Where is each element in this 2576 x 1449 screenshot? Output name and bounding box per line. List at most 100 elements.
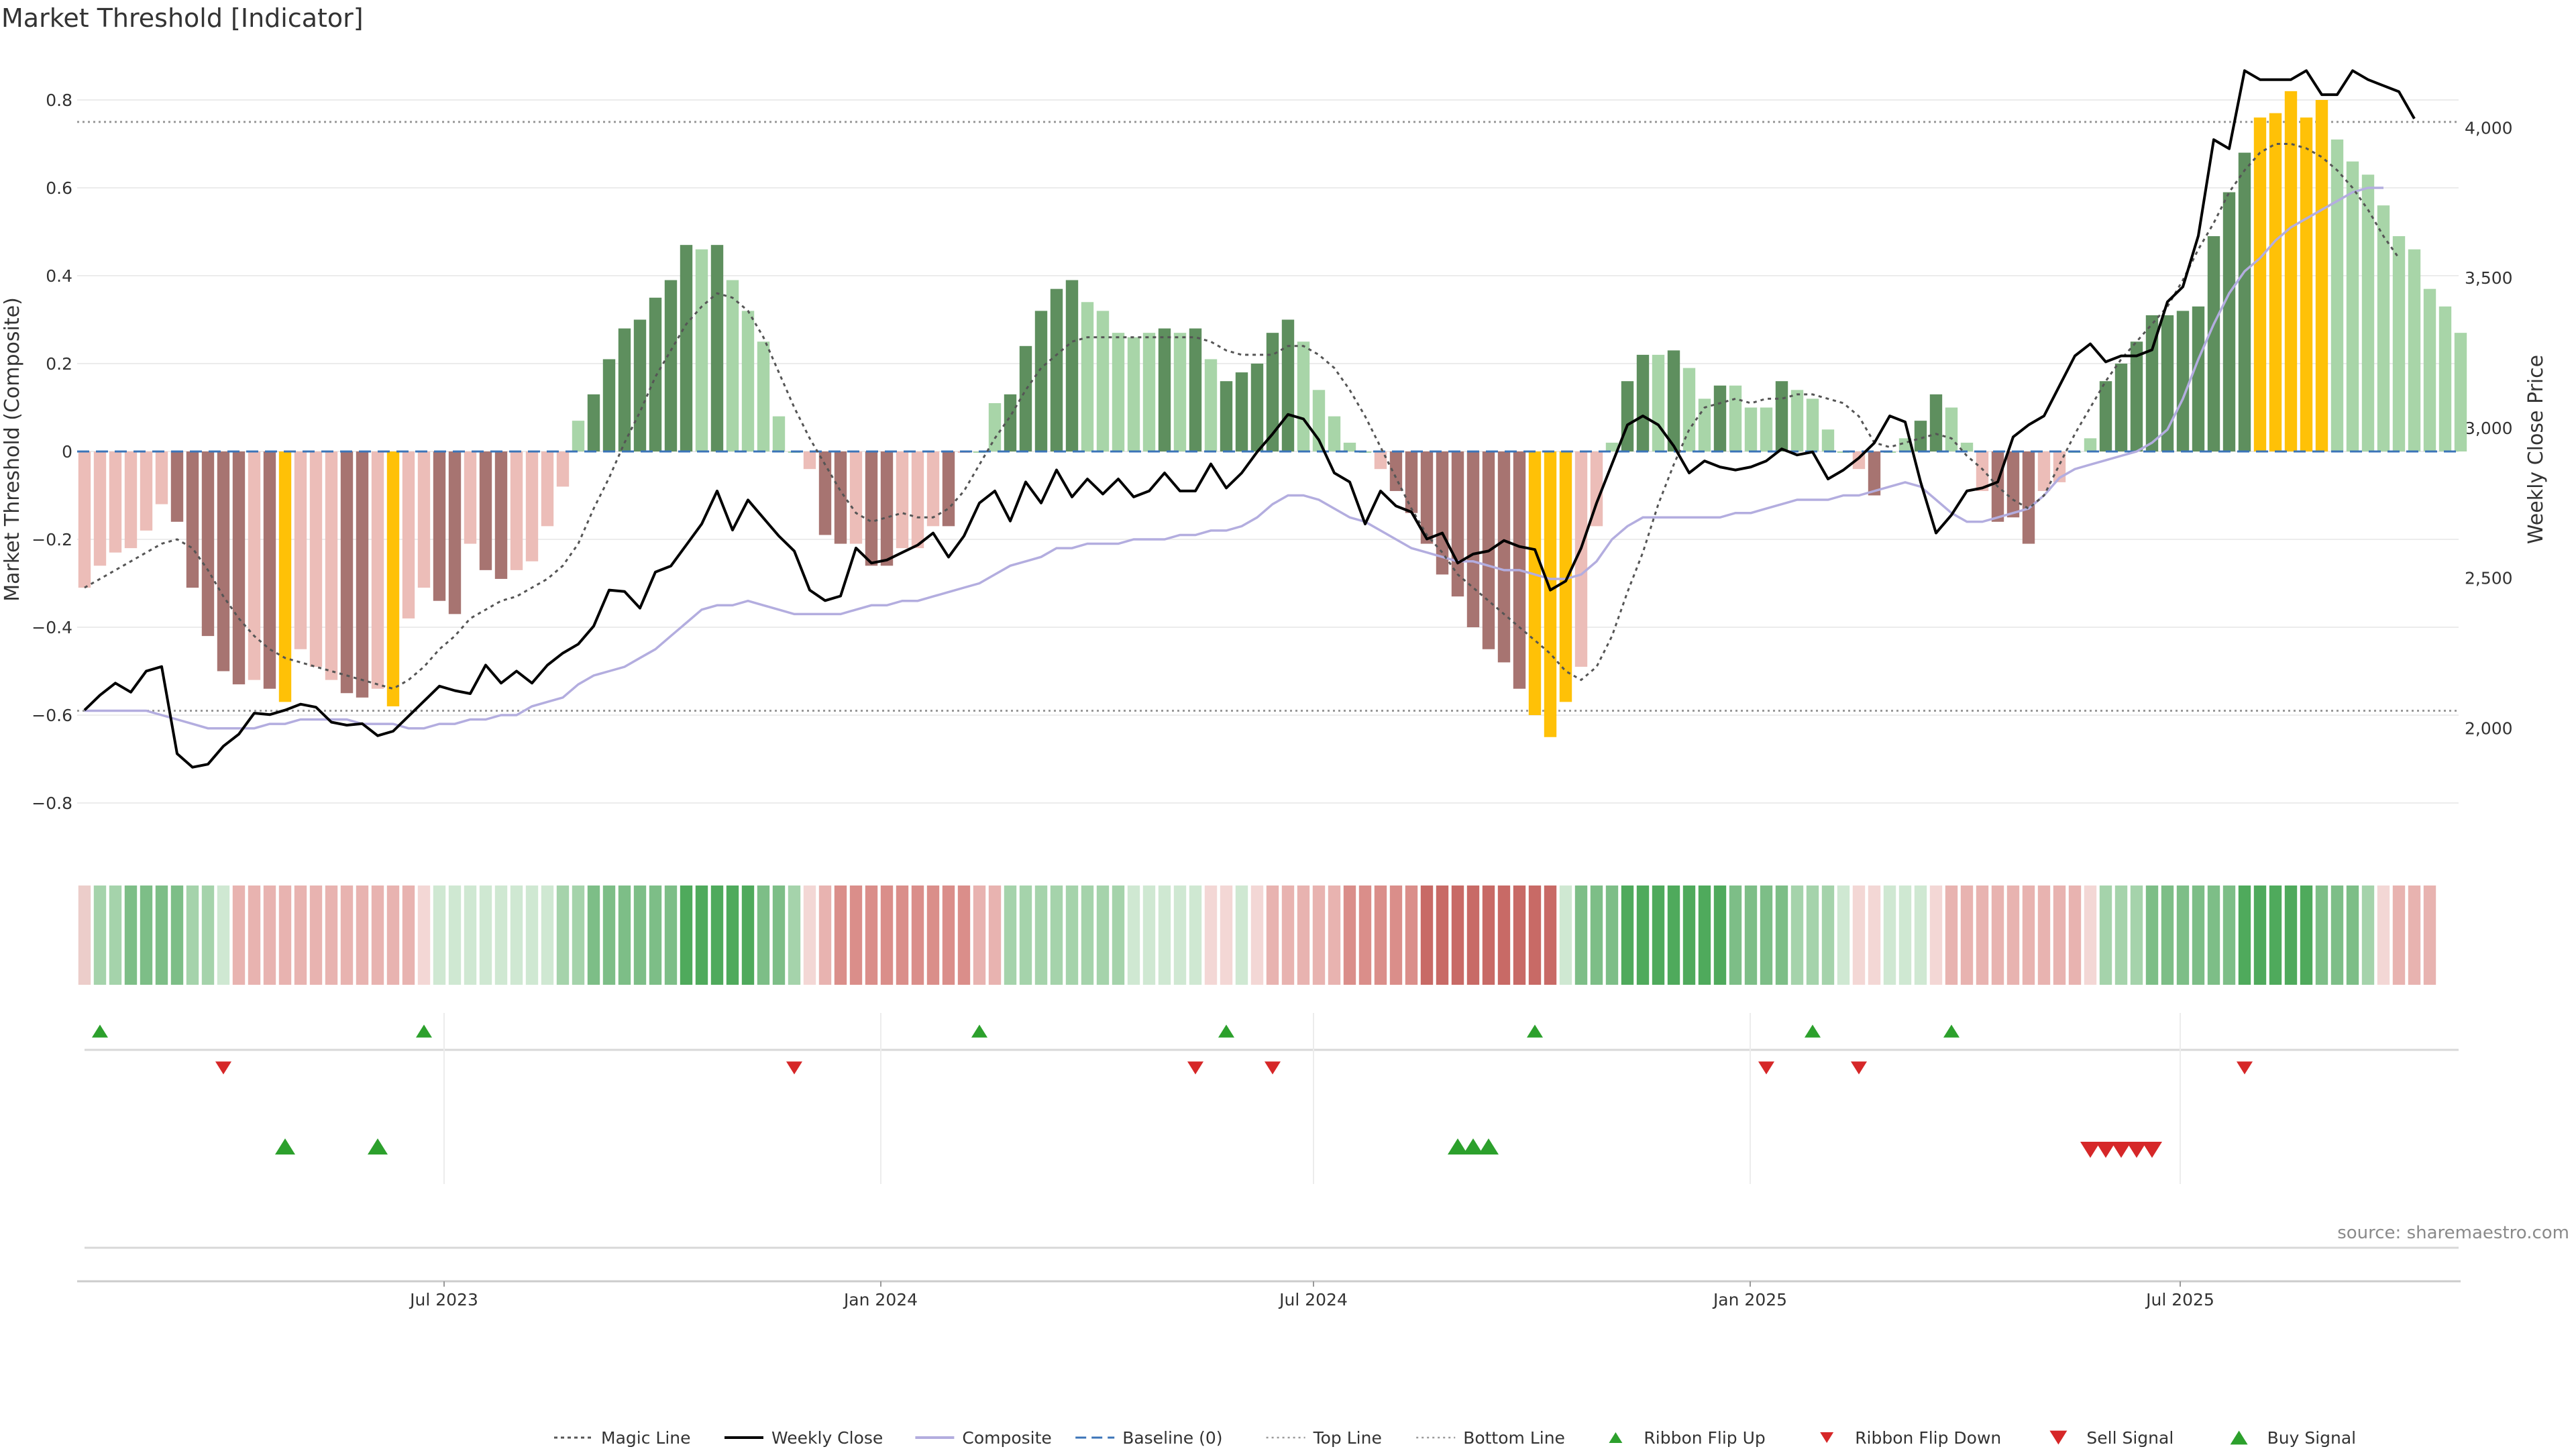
ribbon-cell <box>402 885 415 985</box>
ribbon-cell <box>880 885 894 985</box>
ribbon-cell <box>1744 885 1758 985</box>
ribbon-cell <box>556 885 570 985</box>
ribbon-flip-up-marker <box>1943 1024 1960 1038</box>
composite-bar <box>78 451 91 588</box>
composite-bar <box>1590 451 1603 527</box>
composite-bar <box>248 451 261 680</box>
composite-bar <box>1636 354 1650 451</box>
ribbon-cell <box>788 885 801 985</box>
ribbon-cell <box>1883 885 1896 985</box>
composite-bar <box>695 249 708 451</box>
ribbon-cell <box>1760 885 1773 985</box>
composite-bar <box>1775 381 1788 451</box>
ribbon-cell <box>1528 885 1542 985</box>
ribbon-cell <box>587 885 600 985</box>
ribbon-cell <box>865 885 878 985</box>
y-tick-label: 0.8 <box>46 91 72 110</box>
y-axis-label: Market Threshold (Composite) <box>1 297 24 602</box>
composite-bar <box>1945 407 1958 451</box>
composite-bar <box>494 451 508 579</box>
ribbon-cell <box>618 885 631 985</box>
composite-bar <box>1297 341 1310 451</box>
composite-bar <box>2408 249 2421 451</box>
ribbon-cell <box>1667 885 1680 985</box>
composite-bar <box>1235 372 1248 451</box>
composite-bar <box>1389 451 1403 491</box>
composite-bar <box>2037 451 2051 491</box>
ribbon-flip-down-marker <box>1851 1061 1867 1075</box>
ribbon-cell <box>942 885 955 985</box>
legend-item: Ribbon Flip Down <box>1820 1428 2001 1448</box>
ribbon-cell <box>1929 885 1943 985</box>
ribbon-cell <box>1389 885 1403 985</box>
ribbon-cell <box>926 885 940 985</box>
composite-bar <box>1744 407 1758 451</box>
composite-bar <box>1004 394 1017 451</box>
ribbon-cell <box>1621 885 1634 985</box>
sell-signal-marker <box>2096 1142 2116 1158</box>
ribbon-cell <box>1790 885 1804 985</box>
y2-tick-label: 3,500 <box>2465 268 2513 288</box>
composite-bar <box>2053 451 2066 482</box>
ribbon-cell <box>2423 885 2436 985</box>
ribbon-flip-down-marker <box>2237 1061 2253 1075</box>
ribbon-cell <box>818 885 832 985</box>
composite-bar <box>1204 359 1218 451</box>
composite-line <box>85 186 2383 730</box>
signal-panel: Jul 2023 Jan 2024 Jul 2024 Jan 2025 Jul 2025 <box>77 1013 2461 1309</box>
composite-bar <box>2346 161 2359 451</box>
composite-bar <box>325 451 338 680</box>
ribbon-cell <box>2315 885 2328 985</box>
composite-bar <box>1019 345 1032 451</box>
ribbon-flip-up-marker <box>1218 1024 1234 1038</box>
composite-bar <box>2161 315 2174 451</box>
composite-bar <box>356 451 369 698</box>
ribbon-cell <box>2222 885 2236 985</box>
legend-label: Magic Line <box>601 1428 691 1448</box>
composite-bar <box>1682 368 1696 451</box>
legend-item: Baseline (0) <box>1075 1428 1223 1448</box>
y2-tick-label: 4,000 <box>2465 118 2513 138</box>
magic-line <box>84 143 2400 690</box>
y2-tick-label: 2,500 <box>2465 569 2513 588</box>
ribbon-cell <box>201 885 215 985</box>
ribbon-flip-down-marker <box>786 1061 802 1075</box>
ribbon-flip-down-marker <box>1758 1061 1774 1075</box>
legend-item: Ribbon Flip Up <box>1609 1428 1766 1448</box>
ribbon-cell <box>1960 885 1974 985</box>
ribbon-flip-up-marker <box>92 1024 108 1038</box>
ribbon-cell <box>772 885 786 985</box>
composite-bar <box>2300 117 2313 451</box>
ribbon-cell <box>232 885 246 985</box>
ribbon-cell <box>340 885 354 985</box>
composite-bar <box>386 451 400 706</box>
ribbon-cell <box>2084 885 2097 985</box>
composite-bar <box>849 451 863 544</box>
y2-tick-label: 2,000 <box>2465 718 2513 738</box>
ribbon-cell <box>602 885 616 985</box>
composite-bar <box>2423 288 2436 451</box>
ribbon-cell <box>263 885 276 985</box>
legend-swatch <box>2049 1430 2068 1445</box>
composite-bar <box>1436 451 1449 575</box>
composite-bar <box>433 451 446 601</box>
composite-bar <box>1466 451 1480 627</box>
ribbon-cell <box>1821 885 1835 985</box>
composite-bar <box>93 451 107 566</box>
ribbon-cell <box>988 885 1002 985</box>
source-label: source: sharemaestro.com <box>2337 1223 2569 1243</box>
buy-signal-marker <box>275 1138 295 1155</box>
ribbon-cell <box>525 885 539 985</box>
composite-bar <box>757 341 770 451</box>
ribbon-cell <box>2130 885 2143 985</box>
legend-item: Buy Signal <box>2230 1428 2356 1448</box>
ribbon-cell <box>2300 885 2313 985</box>
y-tick-label: −0.4 <box>32 618 72 637</box>
composite-bar <box>1821 429 1835 451</box>
ribbon-cell <box>1436 885 1449 985</box>
composite-bar <box>1328 416 1341 451</box>
ribbon-cell <box>1050 885 1063 985</box>
buy-signal-marker <box>1448 1138 1468 1155</box>
composite-bar <box>1096 311 1110 451</box>
